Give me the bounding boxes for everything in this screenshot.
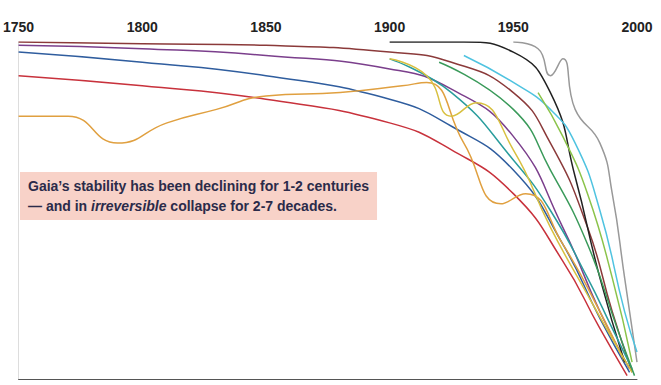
svg-text:collapse for 2-7 decades.: collapse for 2-7 decades. (166, 198, 336, 214)
svg-text:2000: 2000 (621, 19, 652, 35)
svg-text:1850: 1850 (250, 19, 281, 35)
svg-text:1900: 1900 (374, 19, 405, 35)
svg-text:Gaia’s stability has been decl: Gaia’s stability has been declining for … (28, 178, 369, 194)
svg-text:irreversible: irreversible (91, 198, 167, 214)
svg-text:1950: 1950 (498, 19, 529, 35)
svg-text:1750: 1750 (3, 19, 34, 35)
svg-text:1800: 1800 (127, 19, 158, 35)
svg-text:— and in: — and in (28, 198, 91, 214)
